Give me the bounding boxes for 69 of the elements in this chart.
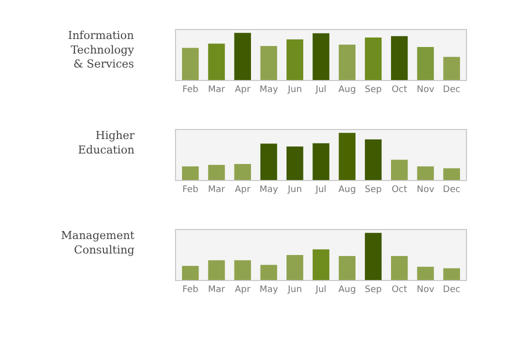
x-tick-label: Feb [182, 84, 199, 95]
bar [286, 39, 304, 80]
bar [312, 249, 330, 280]
bar [443, 168, 460, 180]
bar [312, 143, 330, 180]
x-tick-label: Oct [392, 84, 408, 95]
x-tick-label: Apr [234, 84, 251, 95]
bar [234, 32, 251, 80]
text: Information Technology & Services [68, 29, 135, 71]
x-tick-label: Sep [364, 84, 382, 95]
bar [182, 48, 199, 80]
x-tick-label: Nov [416, 284, 435, 295]
bar [391, 160, 408, 180]
x-tick-label: Dec [442, 284, 460, 295]
bar [312, 33, 330, 80]
x-tick-label: Sep [364, 284, 382, 295]
x-tick-label: Jul [314, 184, 326, 195]
bar [391, 36, 408, 80]
x-tick-label: Oct [392, 284, 408, 295]
chart-title: Management Consulting [61, 229, 136, 256]
x-tick-label: Aug [338, 84, 356, 95]
x-tick-label: May [259, 84, 279, 95]
bar [364, 38, 382, 80]
bar [286, 146, 304, 180]
bar [443, 56, 460, 80]
x-tick-label: Jul [314, 84, 326, 95]
x-tick-label: Jun [286, 284, 302, 295]
bar [391, 256, 408, 280]
bar [338, 44, 356, 80]
x-tick-label: Feb [182, 284, 199, 295]
bar [260, 46, 278, 80]
bar [286, 255, 304, 280]
bar [208, 44, 225, 80]
x-tick-label: Mar [208, 184, 226, 195]
chart-title: Higher Education [78, 129, 136, 156]
x-tick-label: Jun [286, 184, 302, 195]
x-tick-label: Sep [364, 184, 382, 195]
x-tick-label: Dec [442, 184, 460, 195]
bar [338, 256, 356, 280]
bar [208, 164, 225, 180]
bar [417, 46, 434, 80]
bar [364, 139, 382, 180]
x-tick-label: Jun [286, 84, 302, 95]
bar [208, 260, 225, 280]
x-tick-label: Mar [208, 284, 226, 295]
bar [234, 164, 251, 180]
bar [260, 144, 278, 180]
x-tick-label: Aug [338, 184, 356, 195]
bar [182, 266, 199, 280]
bar [182, 166, 199, 180]
x-tick-label: Nov [416, 184, 435, 195]
x-tick-label: Oct [392, 184, 408, 195]
x-tick-label: May [259, 184, 279, 195]
x-tick-label: May [259, 284, 279, 295]
bar [364, 232, 382, 280]
x-tick-label: Feb [182, 184, 199, 195]
x-tick-label: Apr [234, 284, 251, 295]
x-tick-label: Dec [442, 84, 460, 95]
bar [234, 260, 251, 280]
bar [338, 132, 356, 180]
bar [443, 268, 460, 280]
bar [417, 166, 434, 180]
x-tick-label: Mar [208, 84, 226, 95]
bar [260, 264, 278, 280]
x-tick-label: Apr [234, 184, 251, 195]
x-tick-label: Jul [314, 284, 326, 295]
x-tick-label: Aug [338, 284, 356, 295]
bar [417, 266, 434, 280]
x-tick-label: Nov [416, 84, 435, 95]
